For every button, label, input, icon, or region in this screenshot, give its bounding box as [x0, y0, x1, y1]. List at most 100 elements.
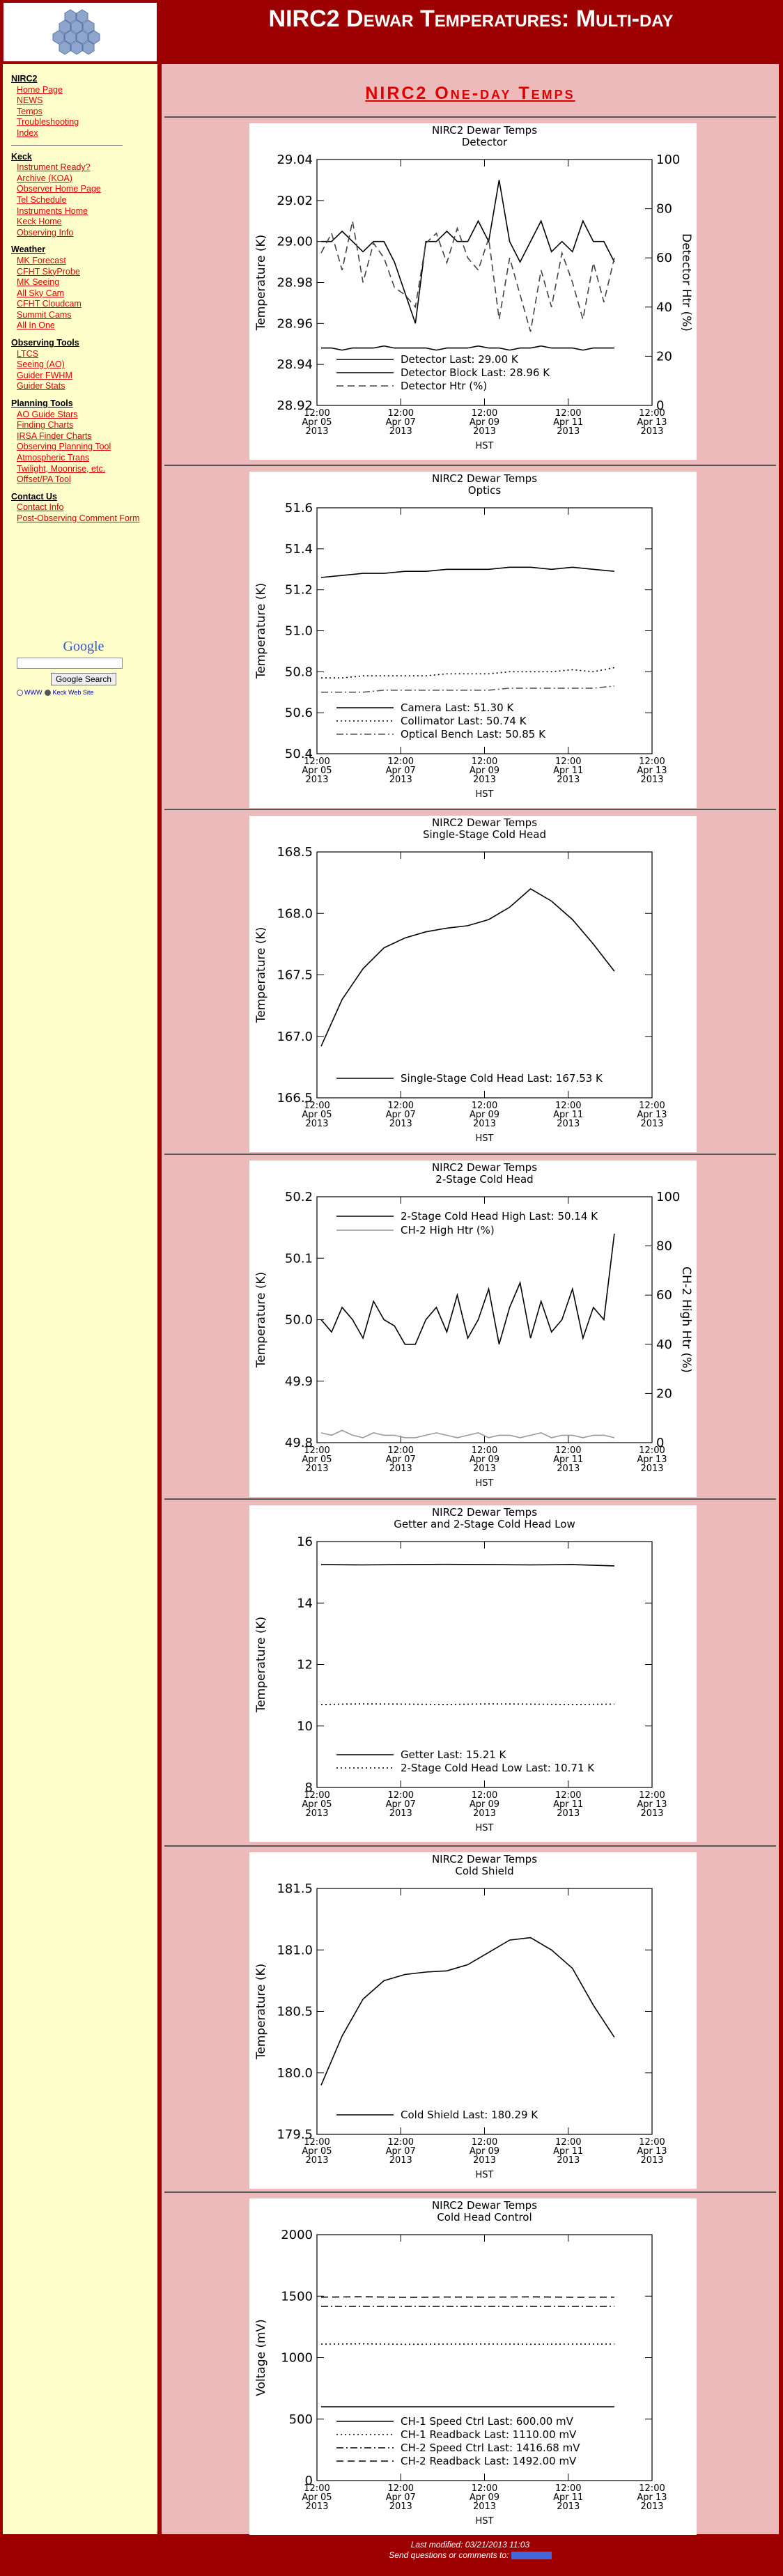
y-tick-label: 50.6 [285, 706, 313, 720]
y-tick-label: 181.5 [277, 1881, 313, 1896]
separator [164, 116, 776, 118]
nav-link[interactable]: Seeing (AO) [17, 359, 65, 370]
y-axis-label: Temperature (K) [254, 235, 268, 332]
nav-link[interactable]: Finding Charts [17, 420, 74, 430]
x-axis-label: HST [476, 1823, 494, 1833]
line-series [320, 1429, 615, 1438]
nav-link[interactable]: Tel Schedule [17, 194, 67, 205]
y-axis-label: Temperature (K) [254, 927, 268, 1024]
legend-label: CH-2 Readback Last: 1492.00 mV [401, 2455, 577, 2467]
y2-tick-label: 60 [656, 251, 672, 265]
x-axis-label: HST [476, 2516, 494, 2527]
chart-title: NIRC2 Dewar Temps [432, 816, 537, 829]
logo[interactable] [3, 3, 157, 61]
line-series [320, 1703, 614, 1705]
y-tick-label: 28.98 [277, 276, 313, 290]
separator [164, 2191, 776, 2193]
x-tick-label: 12:00 Apr 07 2013 [386, 1445, 416, 1474]
nav-link[interactable]: IRSA Finder Charts [17, 430, 92, 441]
x-tick-label: 12:00 Apr 05 2013 [302, 1790, 332, 1819]
nav-link[interactable]: Troubleshooting [17, 117, 79, 127]
nav-link[interactable]: Temps [17, 106, 42, 116]
x-axis-label: HST [476, 1133, 494, 1144]
nav-heading: Observing Tools [11, 338, 79, 348]
plot-frame [316, 851, 653, 1099]
nav-link[interactable]: Twilight, Moonrise, etc. [17, 463, 106, 474]
legend-label: Getter Last: 15.21 K [401, 1748, 507, 1761]
main-heading[interactable]: NIRC2 One-day Temps [365, 84, 575, 103]
x-tick-label: 12:00 Apr 11 2013 [553, 1445, 583, 1474]
chart-subtitle: Optics [468, 484, 502, 497]
y-tick-label: 29.02 [277, 194, 313, 208]
nav-link[interactable]: CFHT Cloudcam [17, 299, 82, 309]
nav: NIRC2 Home Page NEWS Temps Troubleshooting In… [11, 74, 154, 525]
nav-link[interactable]: CFHT SkyProbe [17, 266, 80, 277]
search-button[interactable]: Google Search [50, 673, 117, 685]
chart-subtitle: Single-Stage Cold Head [423, 828, 546, 841]
nav-link[interactable]: Contact Info [17, 502, 64, 513]
nav-link[interactable]: AO Guide Stars [17, 409, 78, 419]
nav-link[interactable]: Instruments Home [17, 205, 88, 216]
y2-tick-label: 0 [656, 1436, 664, 1450]
nav-link[interactable]: Guider Stats [17, 381, 65, 391]
y-tick-label: 51.6 [285, 501, 313, 515]
nav-link[interactable]: Post-Observing Comment Form [17, 513, 140, 523]
contact-link[interactable] [511, 2552, 552, 2560]
x-tick-label: 12:00 Apr 07 2013 [386, 2137, 416, 2166]
x-tick-label: 12:00 Apr 09 2013 [470, 2483, 499, 2512]
nav-link[interactable]: Summit Cams [17, 309, 72, 320]
x-tick-label: 12:00 Apr 11 2013 [553, 756, 583, 785]
search-input[interactable] [17, 658, 123, 669]
nav-link[interactable]: MK Seeing [17, 277, 60, 288]
legend-label: Camera Last: 51.30 K [401, 701, 514, 714]
radio-label: WWW [24, 689, 42, 696]
nav-link[interactable]: Offset/PA Tool [17, 474, 71, 485]
nav-link[interactable]: Observing Planning Tool [17, 442, 111, 452]
legend-label: Collimator Last: 50.74 K [401, 715, 527, 727]
nav-heading: Weather [11, 245, 46, 255]
plot-frame [316, 1888, 653, 2135]
nav-link[interactable]: NEWS [17, 95, 43, 106]
nav-link[interactable]: LTCS [17, 348, 39, 359]
x-tick-label: 12:00 Apr 09 2013 [470, 1445, 499, 1474]
nav-link[interactable]: Observer Home Page [17, 184, 101, 194]
y2-tick-label: 40 [656, 1337, 672, 1352]
y-tick-label: 168.0 [277, 906, 313, 921]
search: Google Google Search WWW Keck Web Site [14, 639, 153, 697]
nav-link[interactable]: Keck Home [17, 217, 62, 227]
line-series [320, 2343, 614, 2345]
line-series [320, 1233, 615, 1345]
y-tick-label: 14 [297, 1596, 313, 1611]
nav-link[interactable]: MK Forecast [17, 255, 66, 265]
chart-subtitle: 2-Stage Cold Head [435, 1173, 533, 1186]
x-tick-label: 12:00 Apr 11 2013 [553, 2137, 583, 2166]
nav-link[interactable]: Instrument Ready? [17, 162, 91, 173]
nav-heading: Keck [11, 151, 32, 162]
line-series [320, 1563, 614, 1567]
nav-link[interactable]: Index [17, 127, 38, 138]
nav-link[interactable]: Home Page [17, 84, 63, 95]
nav-link[interactable]: Atmospheric Trans [17, 453, 90, 463]
line-series [321, 345, 614, 351]
y-tick-label: 180.0 [277, 2066, 313, 2081]
x-axis-label: HST [476, 789, 494, 800]
y-axis-label: Temperature (K) [254, 583, 268, 680]
nav-link[interactable]: All Sky Cam [17, 288, 65, 298]
y2-tick-label: 60 [656, 1288, 672, 1303]
x-tick-label: 12:00 Apr 13 2013 [637, 2483, 667, 2512]
x-tick-label: 12:00 Apr 13 2013 [637, 1445, 667, 1474]
nav-link[interactable]: Guider FWHM [17, 370, 72, 380]
y-tick-label: 50.2 [285, 1190, 313, 1204]
y-tick-label: 179.5 [277, 2127, 313, 2142]
y2-axis-label: Detector Htr (%) [679, 233, 693, 332]
x-tick-label: 12:00 Apr 13 2013 [637, 1790, 667, 1819]
x-tick-label: 12:00 Apr 05 2013 [302, 2137, 332, 2166]
radio[interactable] [45, 690, 52, 697]
y-tick-label: 50.8 [285, 665, 313, 679]
nav-link[interactable]: Observing Info [17, 227, 74, 238]
radio[interactable] [17, 690, 23, 697]
chart-title: NIRC2 Dewar Temps [432, 1506, 537, 1519]
nav-link[interactable]: Archive (KOA) [17, 173, 72, 183]
nav-link[interactable]: All In One [17, 320, 55, 331]
